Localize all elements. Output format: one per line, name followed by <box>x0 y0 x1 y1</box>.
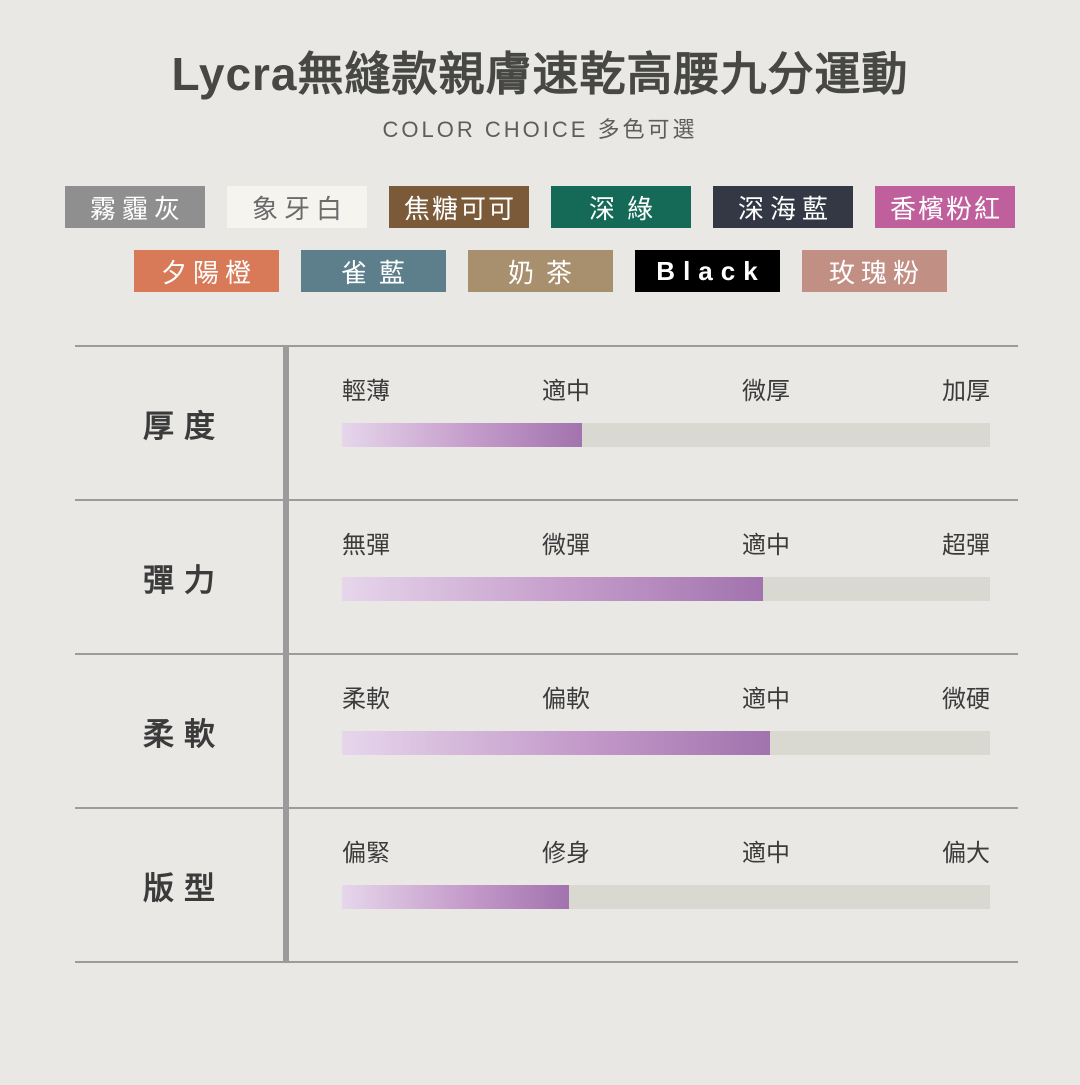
color-swatch-champagne-pink: 香檳粉紅 <box>875 186 1015 228</box>
color-swatch-haze-gray: 霧霾灰 <box>65 186 205 228</box>
color-swatch-dark-green: 深綠 <box>551 186 691 228</box>
scale-tick-label: 微厚 <box>742 378 790 405</box>
spec-row-elasticity: 彈力 無彈 微彈 適中 超彈 <box>75 501 1018 655</box>
scale-tick-label: 偏軟 <box>542 686 590 713</box>
color-swatch-deep-sea-blue: 深海藍 <box>713 186 853 228</box>
page-title: Lycra無縫款親膚速乾高腰九分運動 <box>171 48 909 100</box>
rating-bar-fill <box>342 884 569 909</box>
scale-labels: 輕薄 適中 微厚 加厚 <box>342 378 990 407</box>
scale-tick-label: 適中 <box>542 378 590 405</box>
scale-tick-label: 微硬 <box>942 686 990 713</box>
rating-bar-track <box>342 576 990 601</box>
scale-tick-label: 適中 <box>742 686 790 713</box>
rating-bar-track <box>342 884 990 909</box>
scale-tick-label: 偏緊 <box>342 840 390 867</box>
fabric-spec-table: 厚度 輕薄 適中 微厚 加厚 彈力 無彈 微彈 適中 <box>75 345 1018 963</box>
color-swatch-ivory-white: 象牙白 <box>227 186 367 228</box>
scale-tick-label: 無彈 <box>342 532 390 559</box>
spec-row-label: 彈力 <box>143 562 225 598</box>
rating-bar-fill <box>342 576 764 601</box>
spec-row-scale: 柔軟 偏軟 適中 微硬 <box>283 655 1018 807</box>
color-swatch-caramel-cocoa: 焦糖可可 <box>389 186 529 228</box>
color-swatch-milk-tea: 奶茶 <box>467 250 613 292</box>
spec-row-scale: 輕薄 適中 微厚 加厚 <box>283 347 1018 499</box>
color-swatch-row-2: 夕陽橙 雀藍 奶茶 Black 玫瑰粉 <box>0 250 1080 292</box>
spec-row-fit: 版型 偏緊 修身 適中 偏大 <box>75 809 1018 963</box>
scale-tick-label: 偏大 <box>942 840 990 867</box>
color-swatch-black: Black <box>634 250 780 292</box>
scale-tick-label: 輕薄 <box>342 378 390 405</box>
rating-bar-fill <box>342 730 770 755</box>
color-choice-heading: COLOR CHOICE 多色可選 <box>382 117 698 142</box>
scale-tick-label: 適中 <box>742 840 790 867</box>
color-swatch-sparrow-blue: 雀藍 <box>300 250 446 292</box>
scale-tick-label: 微彈 <box>542 532 590 559</box>
rating-bar-track <box>342 730 990 755</box>
color-swatch-rose-pink: 玫瑰粉 <box>801 250 947 292</box>
scale-tick-label: 適中 <box>742 532 790 559</box>
spec-row-scale: 偏緊 修身 適中 偏大 <box>283 809 1018 961</box>
spec-row-scale: 無彈 微彈 適中 超彈 <box>283 501 1018 653</box>
scale-labels: 無彈 微彈 適中 超彈 <box>342 532 990 561</box>
scale-tick-label: 柔軟 <box>342 686 390 713</box>
spec-row-softness: 柔軟 柔軟 偏軟 適中 微硬 <box>75 655 1018 809</box>
color-swatch-row-1: 霧霾灰 象牙白 焦糖可可 深綠 深海藍 香檳粉紅 <box>0 186 1080 228</box>
scale-tick-label: 修身 <box>542 840 590 867</box>
scale-tick-label: 超彈 <box>942 532 990 559</box>
rating-bar-fill <box>342 422 582 447</box>
spec-row-label: 柔軟 <box>143 716 225 752</box>
color-swatch-sunset-orange: 夕陽橙 <box>133 250 279 292</box>
spec-row-thickness: 厚度 輕薄 適中 微厚 加厚 <box>75 347 1018 501</box>
spec-row-label: 版型 <box>143 870 225 906</box>
rating-bar-track <box>342 422 990 447</box>
scale-tick-label: 加厚 <box>942 378 990 405</box>
spec-row-label: 厚度 <box>143 408 225 444</box>
scale-labels: 偏緊 修身 適中 偏大 <box>342 840 990 869</box>
scale-labels: 柔軟 偏軟 適中 微硬 <box>342 686 990 715</box>
